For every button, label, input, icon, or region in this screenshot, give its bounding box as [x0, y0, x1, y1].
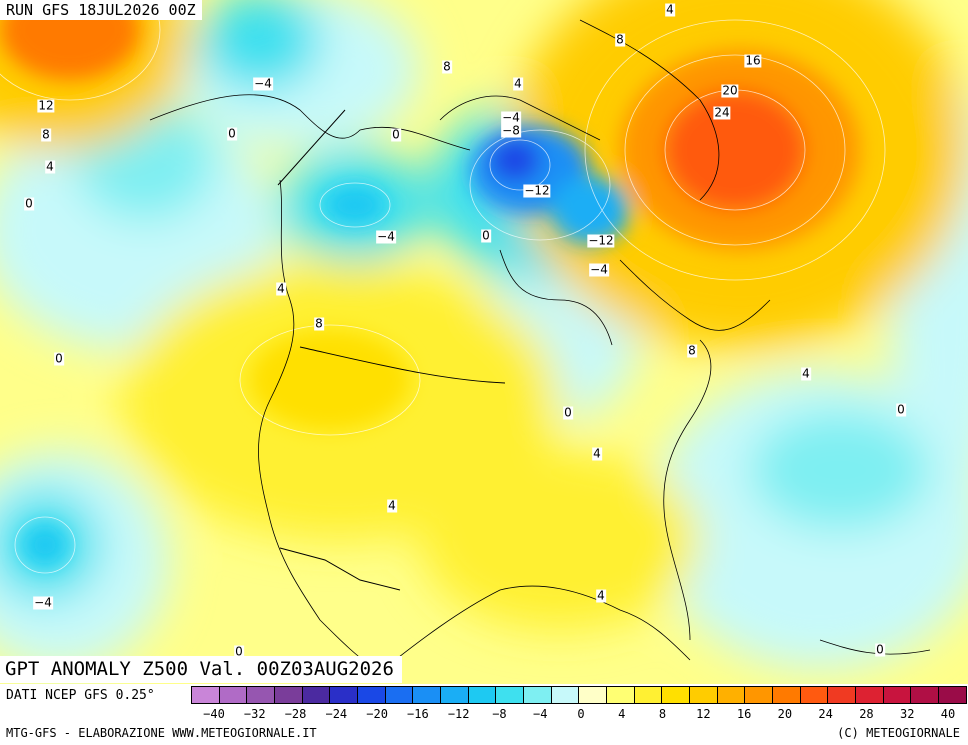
- contour-label: 0: [391, 127, 401, 142]
- color-scale-swatch: [745, 687, 774, 703]
- contour-label: 8: [687, 343, 697, 358]
- color-scale-swatch: [800, 687, 829, 703]
- color-scale-tick-label: −32: [243, 707, 266, 721]
- contour-label: 8: [615, 32, 625, 47]
- anomaly-map: −4 12 8 4 0 0 0 8 4 −4 −8 8 4 16 20 24 −12 −12 −4 −4 0 4 8 0 8 4 0…: [0, 0, 968, 684]
- color-scale-swatch: [496, 687, 525, 703]
- contour-label: −12: [587, 233, 615, 248]
- color-scale-tick-label: −8: [492, 707, 507, 721]
- color-scale-tick-label: 8: [658, 707, 667, 721]
- anomaly-cores: [0, 0, 860, 565]
- color-scale-swatch: [883, 687, 912, 703]
- color-scale-bar: [191, 686, 967, 704]
- color-scale-tick-label: 4: [618, 707, 626, 721]
- contour-label: −4: [376, 229, 396, 244]
- contour-label: 0: [875, 642, 885, 657]
- map-canvas: [0, 0, 968, 684]
- contour-label: 4: [45, 159, 55, 174]
- contour-label: 24: [713, 105, 731, 120]
- color-scale-swatch: [579, 687, 608, 703]
- contour-label: 8: [442, 59, 452, 74]
- color-scale-swatch: [468, 687, 497, 703]
- color-scale-swatch: [247, 687, 276, 703]
- color-scale-tick-label: 16: [736, 707, 752, 721]
- contour-label: 20: [721, 83, 739, 98]
- data-source-label: DATI NCEP GFS 0.25°: [6, 688, 155, 703]
- color-scale-swatch: [690, 687, 718, 703]
- legend-area: DATI NCEP GFS 0.25° −40 −32 −28 −24 −20 −16 −1…: [0, 684, 968, 744]
- contour-label: −4: [501, 110, 521, 125]
- color-scale-tick-label: −20: [366, 707, 388, 721]
- color-scale-swatch: [358, 687, 386, 703]
- color-scale-tick-label: 28: [859, 707, 874, 721]
- coastlines: [149, 19, 931, 673]
- contour-label: 4: [276, 281, 286, 296]
- color-scale-swatch: [856, 687, 884, 703]
- color-scale-ticks: −40 −32 −28 −24 −20 −16 −12 −8 −4 0 4 8 12 16 20 24 28 32…: [191, 707, 967, 723]
- color-scale-tick-label: −12: [447, 707, 470, 721]
- contour-label: 0: [24, 196, 34, 211]
- contour-label: −4: [33, 595, 53, 610]
- contour-label: 12: [37, 98, 55, 113]
- color-scale-tick-label: 40: [940, 707, 956, 721]
- color-scale-tick-label: −40: [203, 707, 225, 721]
- color-scale-swatch: [275, 687, 303, 703]
- contour-label: 8: [314, 316, 324, 331]
- contour-label: 0: [234, 644, 244, 659]
- color-scale-tick-label: 12: [696, 707, 711, 721]
- contour-label: −4: [589, 262, 609, 277]
- contour-label: 4: [801, 366, 811, 381]
- color-scale-tick-label: 32: [899, 707, 915, 721]
- color-scale-swatch: [662, 687, 691, 703]
- color-scale-tick-label: 24: [818, 707, 833, 721]
- color-scale-swatch: [634, 687, 663, 703]
- map-title: GPT ANOMALY Z500 Val. 00Z03AUG2026: [0, 656, 402, 683]
- contour-lines: [0, 0, 886, 574]
- contour-label: 8: [41, 127, 51, 142]
- color-scale-swatch: [330, 687, 359, 703]
- color-scale-tick-label: −24: [325, 707, 348, 721]
- color-scale-swatch: [524, 687, 552, 703]
- color-scale-tick-label: 0: [577, 707, 585, 721]
- color-scale-swatch: [219, 687, 248, 703]
- color-scale-swatch: [413, 687, 442, 703]
- color-scale-swatch: [717, 687, 746, 703]
- color-scale-swatch: [607, 687, 635, 703]
- color-scale-swatch: [441, 687, 469, 703]
- color-scale-swatch: [302, 687, 331, 703]
- contour-label: −12: [523, 183, 551, 198]
- color-scale-swatch: [828, 687, 857, 703]
- footer-credit: MTG-GFS - ELABORAZIONE WWW.METEOGIORNALE…: [6, 726, 317, 740]
- color-scale-swatch: [385, 687, 414, 703]
- contour-label: 4: [513, 76, 523, 91]
- borders: [277, 109, 506, 591]
- contour-label: 4: [596, 588, 606, 603]
- contour-label: 0: [896, 402, 906, 417]
- contour-label: 0: [227, 126, 237, 141]
- color-scale-tick-label: 20: [777, 707, 793, 721]
- contour-label: −4: [253, 76, 273, 91]
- contour-label: 0: [481, 228, 491, 243]
- footer-copyright: (C) METEOGIORNALE: [837, 726, 960, 740]
- contour-label: 4: [592, 446, 602, 461]
- color-scale-swatch: [192, 687, 220, 703]
- contour-label: −8: [501, 123, 521, 138]
- contour-label: 4: [387, 498, 397, 513]
- contour-label: 4: [665, 2, 675, 17]
- color-scale-tick-label: −16: [407, 707, 429, 721]
- color-scale-swatch: [911, 687, 940, 703]
- run-label: RUN GFS 18JUL2026 00Z: [0, 0, 202, 20]
- color-scale-tick-label: −28: [284, 707, 307, 721]
- contour-label: 16: [744, 53, 762, 68]
- contour-label: 0: [563, 405, 573, 420]
- color-scale-swatch: [551, 687, 580, 703]
- contour-label: 0: [54, 351, 64, 366]
- color-scale-tick-label: −4: [532, 707, 548, 721]
- color-scale-swatch: [773, 687, 801, 703]
- color-scale-swatch: [939, 687, 966, 703]
